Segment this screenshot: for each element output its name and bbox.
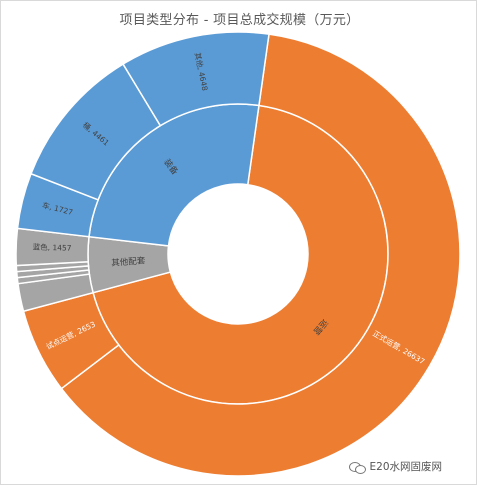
outer-label-蓝色: 蓝色, 1457 (33, 241, 72, 252)
watermark-text: E20水网固废网 (369, 461, 443, 473)
inner-ring (87, 103, 389, 405)
inner-label-其他配套: 其他配套 (111, 255, 146, 268)
wechat-icon (348, 461, 366, 474)
outer-ring (15, 31, 461, 477)
outer-slice-其他 (122, 31, 270, 127)
watermark: E20水网固废网 (348, 459, 443, 474)
chart-title: 项目类型分布 - 项目总成交规模（万元） (119, 13, 360, 28)
outer-slice-正式运营 (60, 33, 461, 477)
